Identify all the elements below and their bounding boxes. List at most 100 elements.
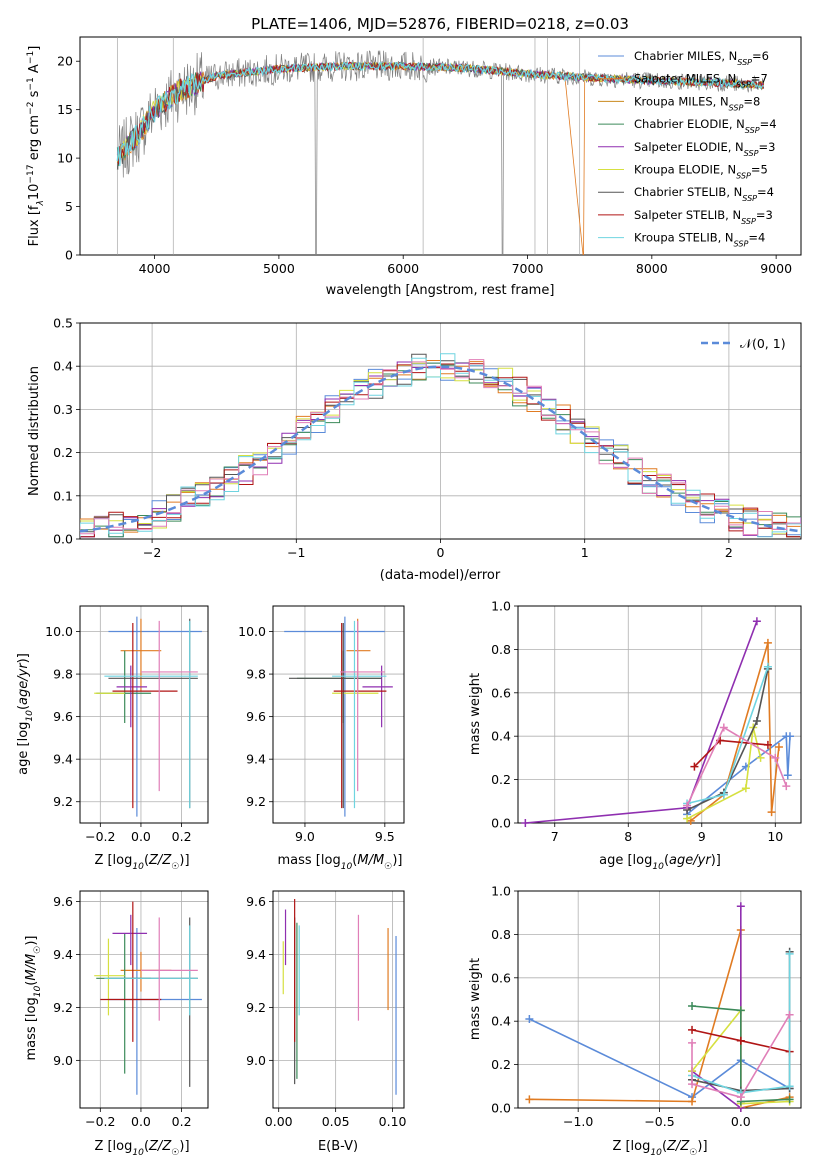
weight-vs-age-marker [774,743,783,752]
spectrum-frame [79,36,802,256]
age-vs-z-axes [80,606,208,823]
age-vs-z-xlabel: Z [log10(Z/Z☉)] [94,853,189,872]
mass-vs-z-xtick-label: −0.2 [85,1114,115,1129]
age-vs-z-ytick-label: 9.2 [53,794,73,809]
mass-vs-ebv-frame [272,890,405,1109]
weight-vs-z-ytick-label: 0.2 [491,1057,511,1072]
age-vs-mass-xlabel: mass [log10(M/M☉)] [278,853,403,872]
weight-vs-age-marker [771,753,780,762]
weight-vs-z-ytick-label: 0.4 [491,1014,511,1029]
weight-vs-z-marker [736,902,745,911]
mass-vs-z-xtick-label: 0.0 [131,1114,151,1129]
age-vs-mass-xtick-label: 9.5 [375,829,395,844]
weight-vs-age-marker [767,808,776,817]
weight-vs-z-marker [688,1038,697,1047]
histogram-ytick-label: 0.2 [53,445,73,460]
weight-vs-z-ytick-label: 1.0 [491,884,511,899]
weight-vs-age-ytick-label: 0.4 [491,729,511,744]
weight-vs-z-marker [525,1015,534,1024]
weight-vs-z-series-line [691,953,791,1094]
weight-vs-z-series-line [691,1005,790,1103]
weight-vs-z-marker [688,1002,697,1011]
mass-vs-ebv-xtick-label: 0.00 [265,1114,293,1129]
histogram-xtick-label: −1 [287,545,305,560]
weight-vs-age-xtick-label: 10 [767,829,783,844]
spectrum-ytick-label: 15 [57,102,73,117]
age-vs-mass-ytick-label: 9.8 [246,667,266,682]
mass-vs-ebv-ytick-label: 9.4 [246,947,266,962]
mass-vs-ebv-ytick-label: 9.2 [246,1000,266,1015]
age-vs-z-ytick-label: 9.6 [53,709,73,724]
weight-vs-age-series-line [693,739,768,768]
weight-vs-age-marker [690,762,699,771]
age-vs-mass-ytick-label: 9.2 [246,794,266,809]
weight-vs-z-series-line [529,1018,791,1099]
weight-vs-age-ytick-label: 0.0 [491,816,511,831]
age-vs-mass-xtick-label: 9.0 [295,829,315,844]
weight-vs-age-marker [683,814,692,823]
weight-vs-age-marker [782,782,791,791]
weight-vs-age-ylabel: mass weight [468,673,483,755]
weight-vs-age-marker [763,740,772,749]
mass-vs-z-ytick-label: 9.0 [53,1053,73,1068]
spectrum-ytick-label: 5 [65,199,73,214]
weight-vs-z-marker [688,1080,697,1089]
spectrum-model-line [116,60,764,167]
weight-vs-age-marker [719,790,728,799]
spectrum-xtick-label: 4000 [139,261,171,276]
mass-vs-ebv-xtick-label: 0.05 [322,1114,350,1129]
spectrum-legend-label: Kroupa ELODIE, NSSP=5 [634,163,768,181]
mass-vs-z-ytick-label: 9.4 [53,947,73,962]
age-vs-z-ytick-label: 10.0 [45,624,73,639]
weight-vs-age-xtick-label: 7 [551,829,559,844]
age-vs-mass-ytick-label: 9.4 [246,752,266,767]
histogram-ytick-label: 0.4 [53,359,73,374]
weight-vs-z-marker [785,1082,794,1091]
weight-vs-z-series-line [691,1014,791,1099]
weight-vs-age-ytick-label: 0.6 [491,685,511,700]
age-vs-z-xtick-label: −0.2 [85,829,115,844]
weight-vs-age-series-line [686,727,762,820]
mass-vs-ebv-ytick-label: 9.6 [246,894,266,909]
mass-vs-z-frame [79,890,209,1109]
weight-vs-age-xlabel: age [log10(age/yr)] [599,853,721,872]
histogram-ylabel: Normed distribution [27,366,42,496]
weight-vs-z-xtick-label: 0.0 [731,1114,751,1129]
weight-vs-age-xtick-label: 9 [698,829,706,844]
spectrum-legend-label: Kroupa STELIB, NSSP=4 [634,231,765,249]
weight-vs-z-ytick-label: 0.6 [491,970,511,985]
weight-vs-z-marker [688,1097,697,1106]
weight-vs-z-marker [736,1036,745,1045]
age-vs-z-ylabel: age [log10(age/yr)] [16,653,35,775]
spectrum-xtick-label: 9000 [760,261,792,276]
age-vs-z-xtick-label: 0.0 [131,829,151,844]
spectrum-legend-label: Salpeter ELODIE, NSSP=3 [634,140,775,158]
weight-vs-age-marker [763,638,772,647]
age-vs-mass-frame [272,605,405,824]
spectrum-model-line [117,61,765,255]
histogram-step-line [80,359,801,536]
mass-vs-ebv-axes [273,891,404,1108]
weight-vs-z-marker [785,1010,794,1019]
histogram-xtick-label: 0 [437,545,445,560]
spectrum-xtick-label: 8000 [636,261,668,276]
weight-vs-z-marker [736,1093,745,1102]
weight-vs-z-marker [736,1006,745,1015]
weight-vs-age-series-line [686,668,769,811]
spectrum-xtick-label: 7000 [512,261,544,276]
spectrum-legend-label: Salpeter STELIB, NSSP=3 [634,208,773,226]
histogram-ytick-label: 0.5 [53,316,73,331]
weight-vs-age-marker [741,784,750,793]
spectrum-legend-label: Chabrier STELIB, NSSP=4 [634,185,774,203]
mass-vs-ebv-xtick-label: 0.10 [379,1114,407,1129]
weight-vs-z-xtick-label: −0.5 [644,1114,674,1129]
weight-vs-z-marker [785,949,794,958]
weight-vs-z-marker [785,1095,794,1104]
histogram-normal-curve [79,365,802,533]
weight-vs-age-ytick-label: 0.2 [491,772,511,787]
weight-vs-z-ylabel: mass weight [468,958,483,1040]
age-vs-z-frame [79,605,209,824]
weight-vs-age-marker [521,819,530,827]
weight-vs-age-marker [719,723,728,732]
